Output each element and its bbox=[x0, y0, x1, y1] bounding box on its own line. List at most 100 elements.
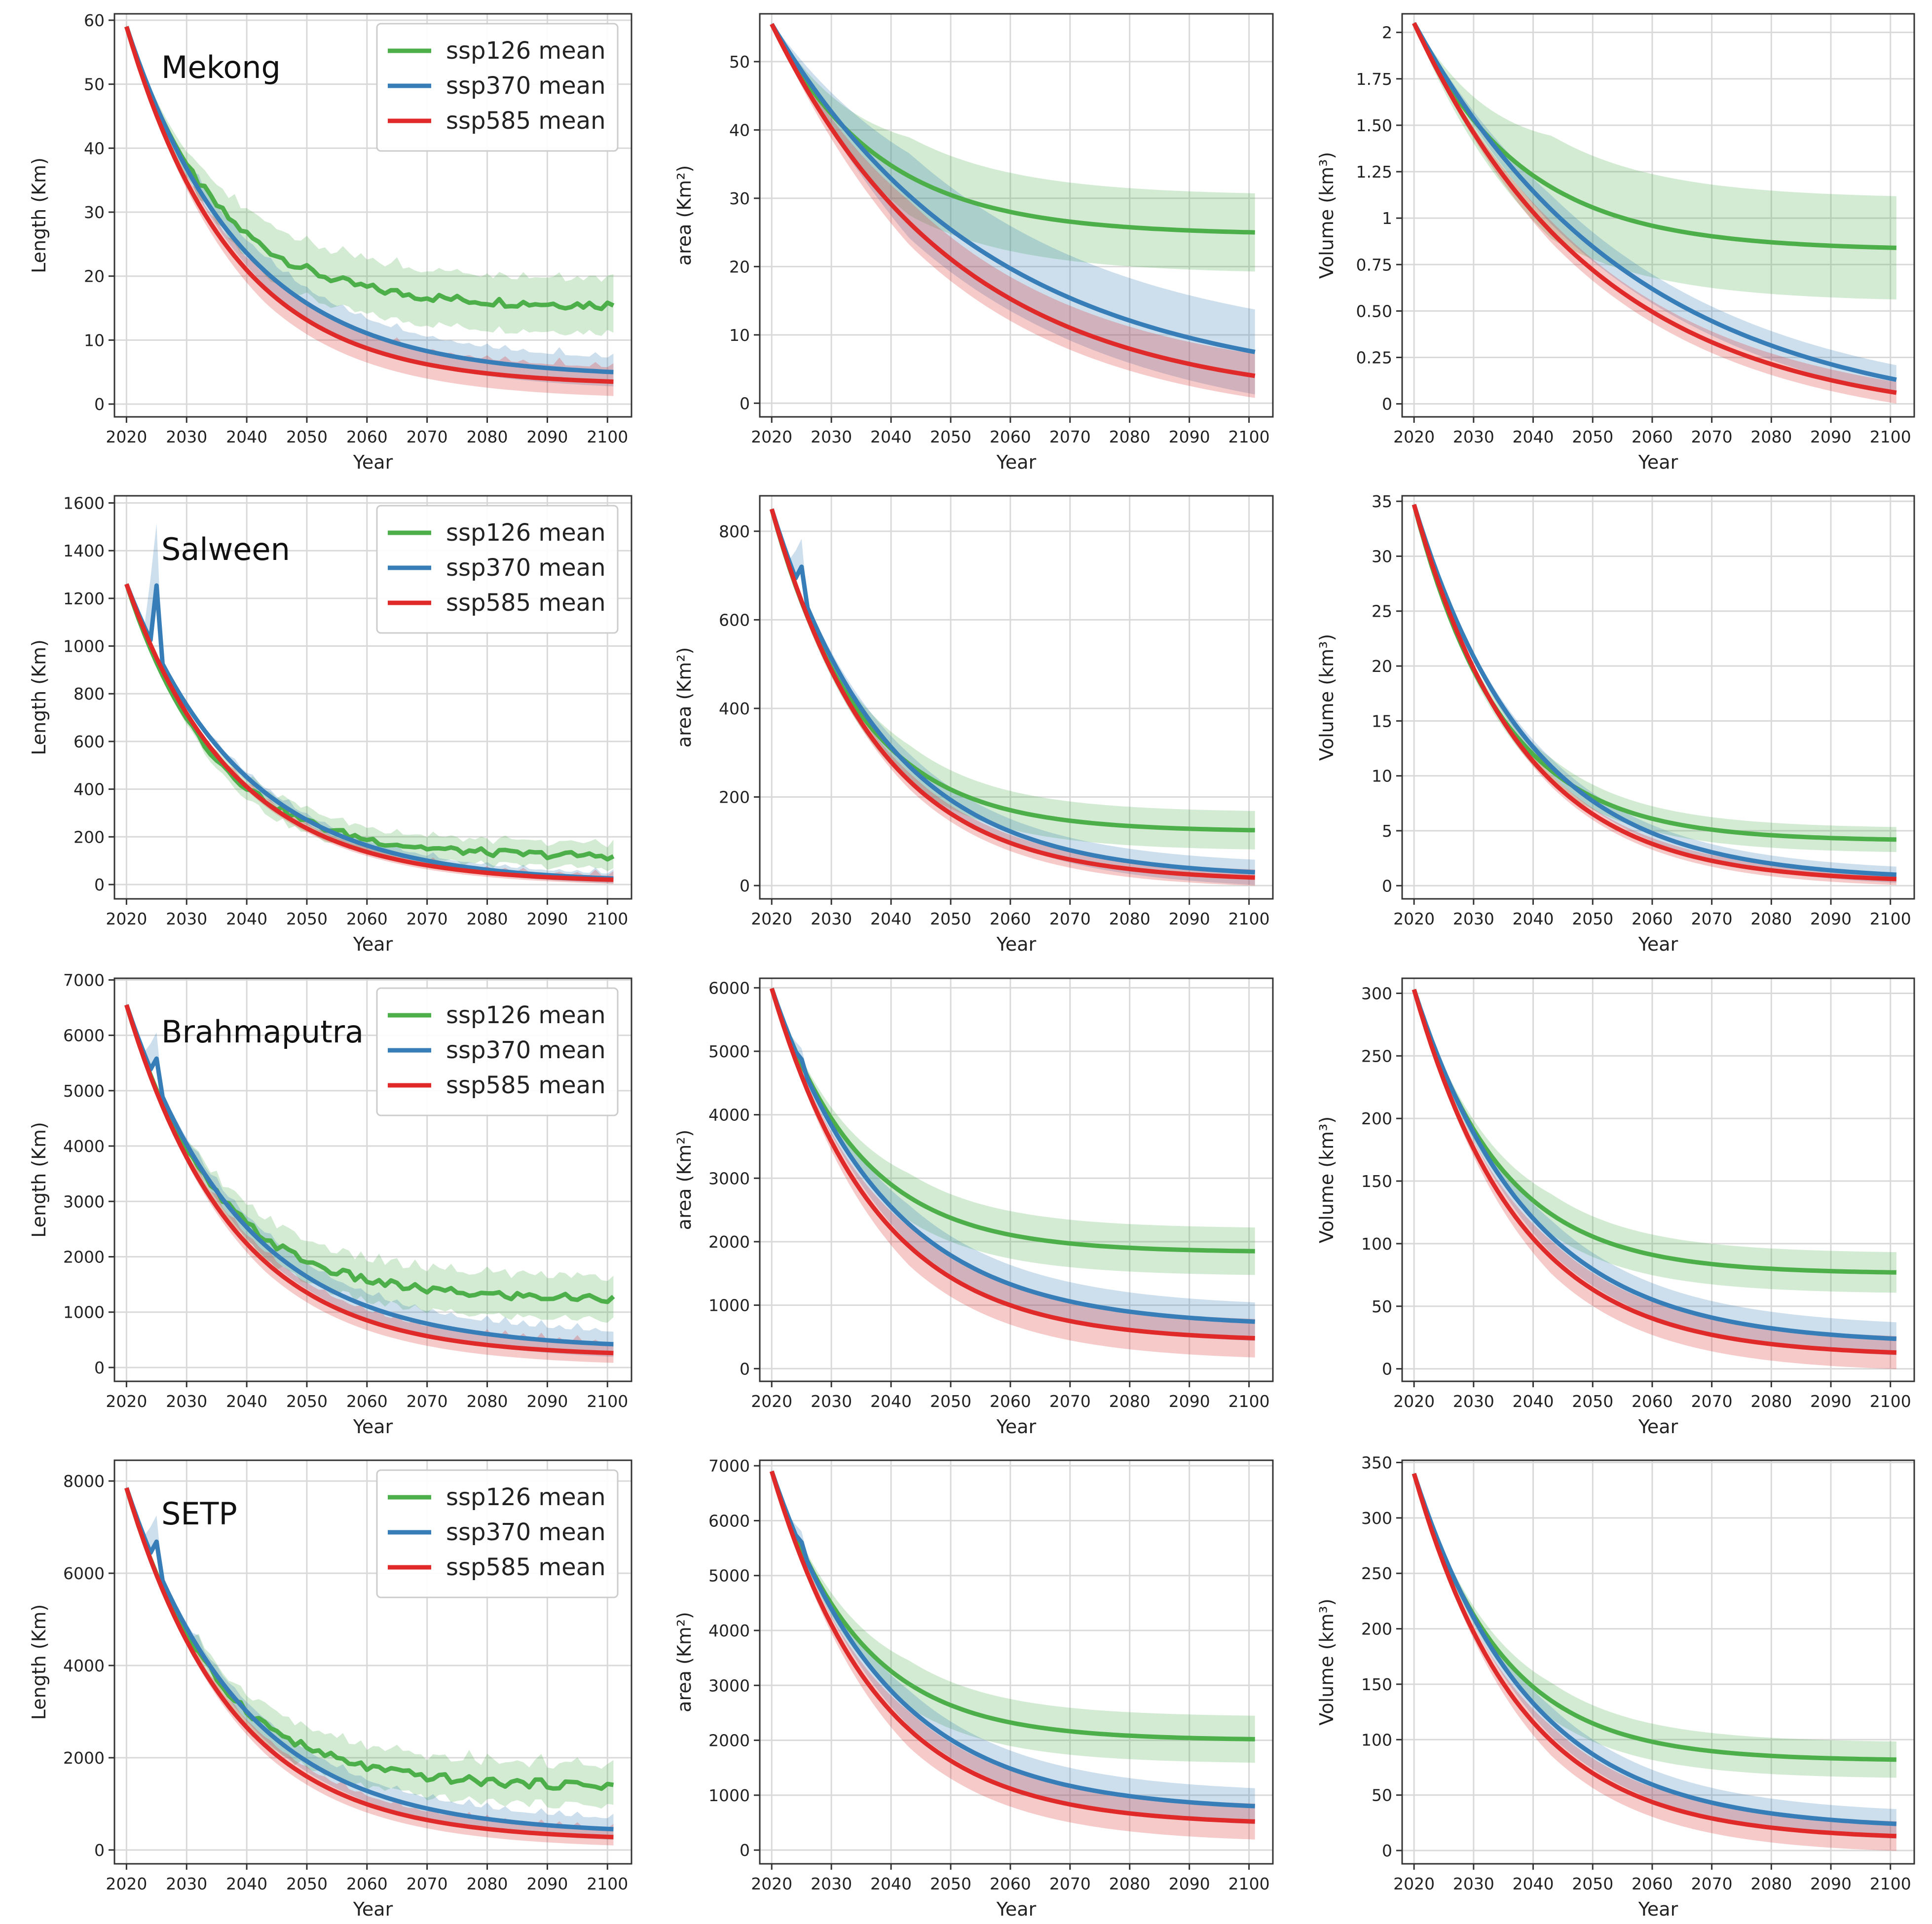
y-tick-label: 0 bbox=[1382, 1360, 1392, 1379]
y-tick-label: 50 bbox=[84, 75, 105, 94]
x-axis-label: Year bbox=[996, 1416, 1037, 1438]
legend-box bbox=[376, 23, 619, 152]
y-tick-label: 5000 bbox=[63, 1081, 105, 1101]
x-tick-label: 2080 bbox=[1109, 1874, 1151, 1893]
x-tick-label: 2080 bbox=[467, 427, 508, 446]
x-tick-label: 2090 bbox=[526, 909, 568, 928]
x-tick-label: 2090 bbox=[526, 1392, 568, 1411]
x-tick-label: 2020 bbox=[751, 909, 792, 928]
y-tick-label: 200 bbox=[1361, 1109, 1392, 1128]
x-tick-label: 2040 bbox=[1513, 909, 1554, 928]
x-tick-label: 2080 bbox=[467, 1874, 508, 1893]
y-tick-label: 5000 bbox=[708, 1042, 750, 1061]
mean-line-ssp370 bbox=[769, 508, 1255, 875]
mean-line-ssp370 bbox=[1412, 22, 1897, 382]
x-tick-label: 2040 bbox=[1513, 1392, 1554, 1411]
legend-label-ssp370: ssp370 mean bbox=[446, 72, 605, 100]
mean-line-ssp585 bbox=[1412, 989, 1896, 1355]
x-tick-label: 2060 bbox=[346, 427, 388, 446]
y-tick-label: 0.75 bbox=[1356, 255, 1392, 274]
y-tick-label: 50 bbox=[1372, 1786, 1392, 1805]
y-tick-label: 6000 bbox=[63, 1564, 105, 1583]
y-axis-label: Volume (km³) bbox=[1316, 634, 1338, 761]
uncertainty-band-ssp126 bbox=[126, 583, 614, 871]
y-axis-label: Length (Km) bbox=[28, 639, 50, 755]
y-tick-label: 0 bbox=[740, 1841, 750, 1860]
legend: ssp126 mean ssp370 mean ssp585 mean bbox=[376, 23, 619, 152]
y-axis-label: Length (Km) bbox=[28, 157, 50, 273]
y-tick-label: 0 bbox=[94, 1841, 105, 1860]
subplot-brahmaputra-length: 2020 2030 2040 2050 2060 2070 2080 2090 2100 0 100… bbox=[28, 970, 632, 1438]
uncertainty-band-ssp126 bbox=[126, 25, 614, 336]
mean-line-ssp585 bbox=[769, 988, 1255, 1340]
x-tick-label: 2030 bbox=[166, 909, 207, 928]
legend-label-ssp370: ssp370 mean bbox=[446, 1518, 605, 1546]
subplot-brahmaputra-area: 2020 2030 2040 2050 2060 2070 2080 2090 2100 0 100… bbox=[673, 977, 1274, 1438]
x-tick-label: 2050 bbox=[1572, 1392, 1613, 1411]
y-tick-label: 40 bbox=[84, 139, 105, 158]
y-tick-label: 150 bbox=[1361, 1675, 1392, 1694]
x-tick-label: 2090 bbox=[526, 427, 568, 446]
y-tick-label: 5 bbox=[1382, 821, 1392, 841]
x-tick-label: 2040 bbox=[226, 909, 267, 928]
x-tick-label: 2050 bbox=[930, 909, 971, 928]
y-tick-label: 1000 bbox=[708, 1296, 750, 1315]
axes-frame bbox=[1401, 13, 1915, 418]
x-tick-label: 2070 bbox=[1049, 427, 1091, 446]
x-axis-label: Year bbox=[1638, 933, 1678, 955]
mean-line-ssp585 bbox=[1412, 504, 1896, 882]
mean-line-ssp585 bbox=[1412, 1473, 1896, 1839]
uncertainty-band-ssp585 bbox=[772, 22, 1255, 398]
x-tick-label: 2030 bbox=[1453, 1392, 1494, 1411]
y-tick-label: 600 bbox=[74, 732, 105, 751]
x-tick-label: 2050 bbox=[286, 909, 328, 928]
x-tick-label: 2100 bbox=[1228, 909, 1270, 928]
mean-line-ssp370 bbox=[1412, 504, 1897, 877]
x-tick-label: 2100 bbox=[1870, 427, 1911, 446]
y-tick-label: 2000 bbox=[63, 1748, 105, 1768]
y-tick-label: 0 bbox=[1382, 1841, 1392, 1860]
y-tick-label: 7000 bbox=[63, 970, 105, 990]
x-tick-label: 2040 bbox=[870, 427, 912, 446]
y-tick-label: 1000 bbox=[63, 637, 105, 656]
legend-label-ssp126: ssp126 mean bbox=[446, 1483, 605, 1511]
y-tick-label: 20 bbox=[84, 267, 105, 286]
x-tick-label: 2070 bbox=[1691, 909, 1733, 928]
axes-frame bbox=[1401, 977, 1915, 1382]
uncertainty-band-ssp126 bbox=[1414, 21, 1896, 300]
mean-line-ssp126 bbox=[124, 583, 615, 862]
y-tick-label: 0 bbox=[740, 876, 750, 895]
uncertainty-band-ssp585 bbox=[1414, 988, 1896, 1369]
x-tick-label: 2080 bbox=[1109, 1392, 1151, 1411]
x-tick-label: 2100 bbox=[587, 1874, 628, 1893]
y-tick-label: 30 bbox=[729, 189, 750, 208]
y-tick-label: 7000 bbox=[708, 1456, 750, 1476]
y-tick-label: 250 bbox=[1361, 1046, 1392, 1066]
y-tick-label: 50 bbox=[729, 52, 750, 72]
legend-label-ssp370: ssp370 mean bbox=[446, 1036, 605, 1064]
x-tick-label: 2080 bbox=[1109, 909, 1151, 928]
basin-label: Salween bbox=[161, 531, 290, 567]
y-tick-label: 1600 bbox=[63, 494, 105, 513]
y-tick-label: 800 bbox=[74, 684, 105, 703]
y-tick-label: 15 bbox=[1372, 711, 1392, 731]
x-axis-label: Year bbox=[353, 451, 393, 473]
y-tick-label: 2000 bbox=[63, 1247, 105, 1266]
x-tick-label: 2090 bbox=[526, 1874, 568, 1893]
mean-line-ssp370 bbox=[770, 23, 1256, 354]
uncertainty-band-ssp370 bbox=[772, 22, 1255, 395]
x-tick-label: 2050 bbox=[930, 1392, 971, 1411]
x-tick-label: 2060 bbox=[1632, 1392, 1673, 1411]
y-tick-label: 200 bbox=[1361, 1620, 1392, 1639]
x-axis-label: Year bbox=[353, 1898, 393, 1920]
y-tick-label: 40 bbox=[729, 120, 750, 140]
x-tick-label: 2040 bbox=[226, 1874, 267, 1893]
mean-line-ssp585 bbox=[124, 1487, 614, 1840]
mean-line-ssp370 bbox=[1412, 989, 1896, 1341]
legend-label-ssp585: ssp585 mean bbox=[446, 107, 605, 135]
uncertainty-band-ssp126 bbox=[772, 987, 1255, 1275]
y-tick-label: 1 bbox=[1382, 209, 1392, 228]
x-tick-label: 2040 bbox=[226, 1392, 267, 1411]
x-tick-label: 2020 bbox=[751, 1874, 792, 1893]
